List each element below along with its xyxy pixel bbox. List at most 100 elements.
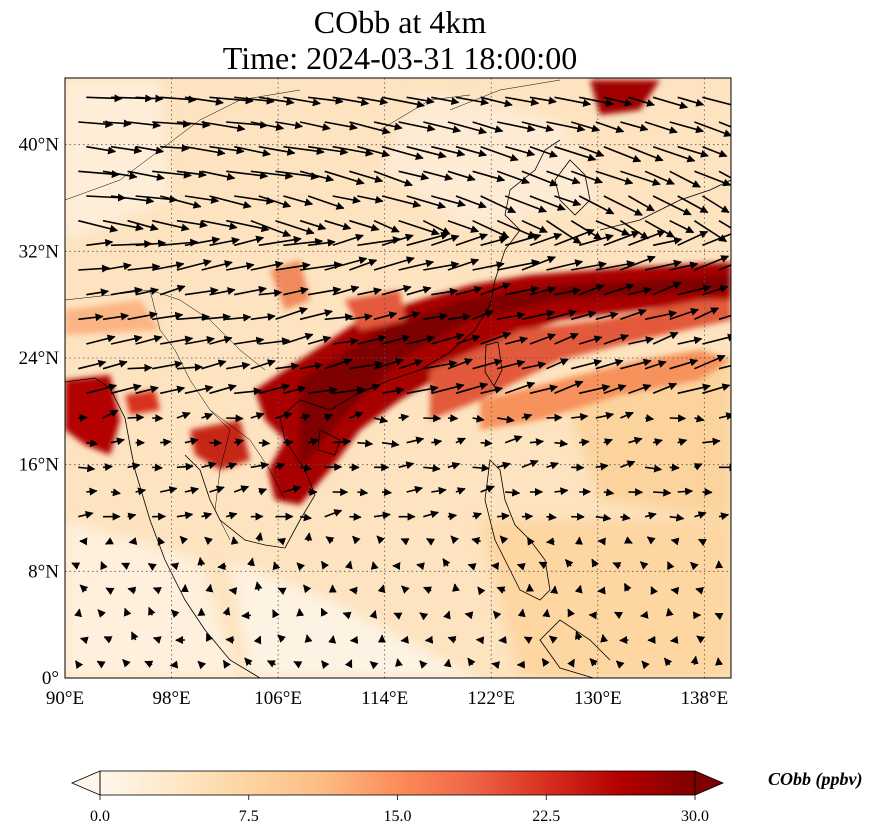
wind-arrow (694, 307, 720, 321)
wind-arrow (299, 219, 327, 231)
wind-arrow (233, 485, 250, 493)
wind-arrow (373, 415, 389, 424)
wind-arrow (578, 284, 605, 296)
wind-arrow (455, 437, 466, 445)
lat-tick-label: 8°N (28, 561, 59, 582)
wind-arrow (299, 463, 313, 472)
wind-arrow (452, 583, 460, 592)
wind-arrow (697, 538, 707, 547)
wind-arrow (159, 195, 202, 209)
wind-arrow (184, 335, 215, 345)
wind-arrow (217, 562, 227, 571)
wind-arrow (423, 510, 439, 519)
wind-arrow (595, 260, 635, 271)
wind-arrow (127, 512, 137, 521)
wind-arrow (480, 439, 493, 447)
lon-tick-label: 90°E (46, 688, 84, 709)
colorbar-tick-label: 30.0 (681, 808, 709, 825)
wind-arrow (209, 96, 254, 105)
wind-arrow (283, 145, 325, 156)
wind-arrow (718, 412, 731, 421)
wind-arrow (307, 386, 338, 395)
wind-arrow (275, 362, 300, 371)
wind-arrow (690, 561, 699, 571)
wind-arrow (381, 96, 425, 109)
wind-arrow (677, 195, 709, 214)
wind-arrow (86, 288, 109, 297)
wind-arrow (579, 384, 611, 395)
wind-arrow (529, 232, 563, 247)
wind-arrow (529, 145, 558, 158)
wind-arrow (204, 536, 213, 546)
wind-arrow (209, 145, 245, 155)
wind-arrow (110, 437, 125, 446)
wind-arrow (152, 414, 164, 423)
wind-arrow (97, 609, 106, 618)
wind-arrow (472, 121, 504, 133)
wind-arrow (464, 611, 474, 620)
wind-arrow (497, 512, 510, 521)
wind-arrow (184, 236, 221, 247)
wind-arrow (324, 413, 333, 422)
wind-arrow (431, 382, 465, 395)
wind-arrow (496, 170, 530, 185)
wind-arrow (670, 537, 680, 546)
wind-arrow (266, 660, 276, 668)
wind-arrow (135, 239, 167, 248)
lon-tick-label: 122°E (467, 688, 515, 709)
wind-arrow (102, 312, 129, 321)
wind-arrow (86, 383, 118, 395)
wind-arrow (349, 411, 364, 419)
wind-arrow (110, 145, 143, 155)
wind-arrow (283, 385, 307, 395)
wind-arrow (152, 311, 184, 321)
wind-arrow (595, 311, 619, 321)
wind-arrow (349, 512, 362, 521)
wind-arrow (603, 438, 613, 446)
wind-arrow (147, 562, 157, 571)
wind-arrow (406, 96, 435, 105)
wind-arrow (670, 586, 680, 595)
wind-arrow (702, 285, 729, 296)
wind-arrow (652, 236, 683, 247)
wind-arrow (357, 383, 381, 395)
wind-arrow (406, 335, 436, 345)
wind-arrow (521, 459, 539, 469)
wind-arrow (472, 261, 505, 271)
wind-arrow (612, 562, 622, 570)
wind-arrow (128, 537, 138, 546)
wind-arrow (401, 585, 410, 594)
lon-tick-label: 106°E (254, 688, 302, 709)
wind-arrow (694, 354, 726, 370)
wind-arrow (241, 611, 251, 620)
wind-arrow (307, 195, 345, 210)
wind-arrow (696, 635, 706, 644)
wind-arrow (419, 660, 428, 669)
wind-arrow (299, 121, 331, 131)
wind-arrow (250, 170, 294, 180)
wind-arrow (184, 437, 199, 446)
wind-arrow (447, 219, 480, 233)
wind-arrow (299, 361, 324, 370)
wind-arrow (398, 121, 436, 132)
wind-arrow (620, 121, 649, 132)
wind-arrow (283, 332, 314, 345)
wind-arrow (554, 439, 568, 448)
wind-arrow (480, 282, 512, 296)
wind-arrow (357, 287, 382, 296)
wind-arrow (250, 412, 265, 420)
wind-arrow (160, 95, 197, 104)
wind-arrow (471, 537, 481, 545)
wind-arrow (135, 287, 159, 296)
wind-arrow (78, 464, 96, 473)
concentration-field (65, 78, 731, 678)
wind-arrow (258, 96, 295, 106)
wind-arrow (86, 238, 114, 247)
wind-arrow (176, 511, 194, 520)
wind-arrow (669, 358, 699, 370)
wind-arrow (504, 381, 536, 395)
wind-arrow (603, 283, 635, 296)
wind-arrow (225, 635, 235, 644)
wind-arrow (373, 311, 398, 321)
wind-arrow (406, 384, 439, 395)
